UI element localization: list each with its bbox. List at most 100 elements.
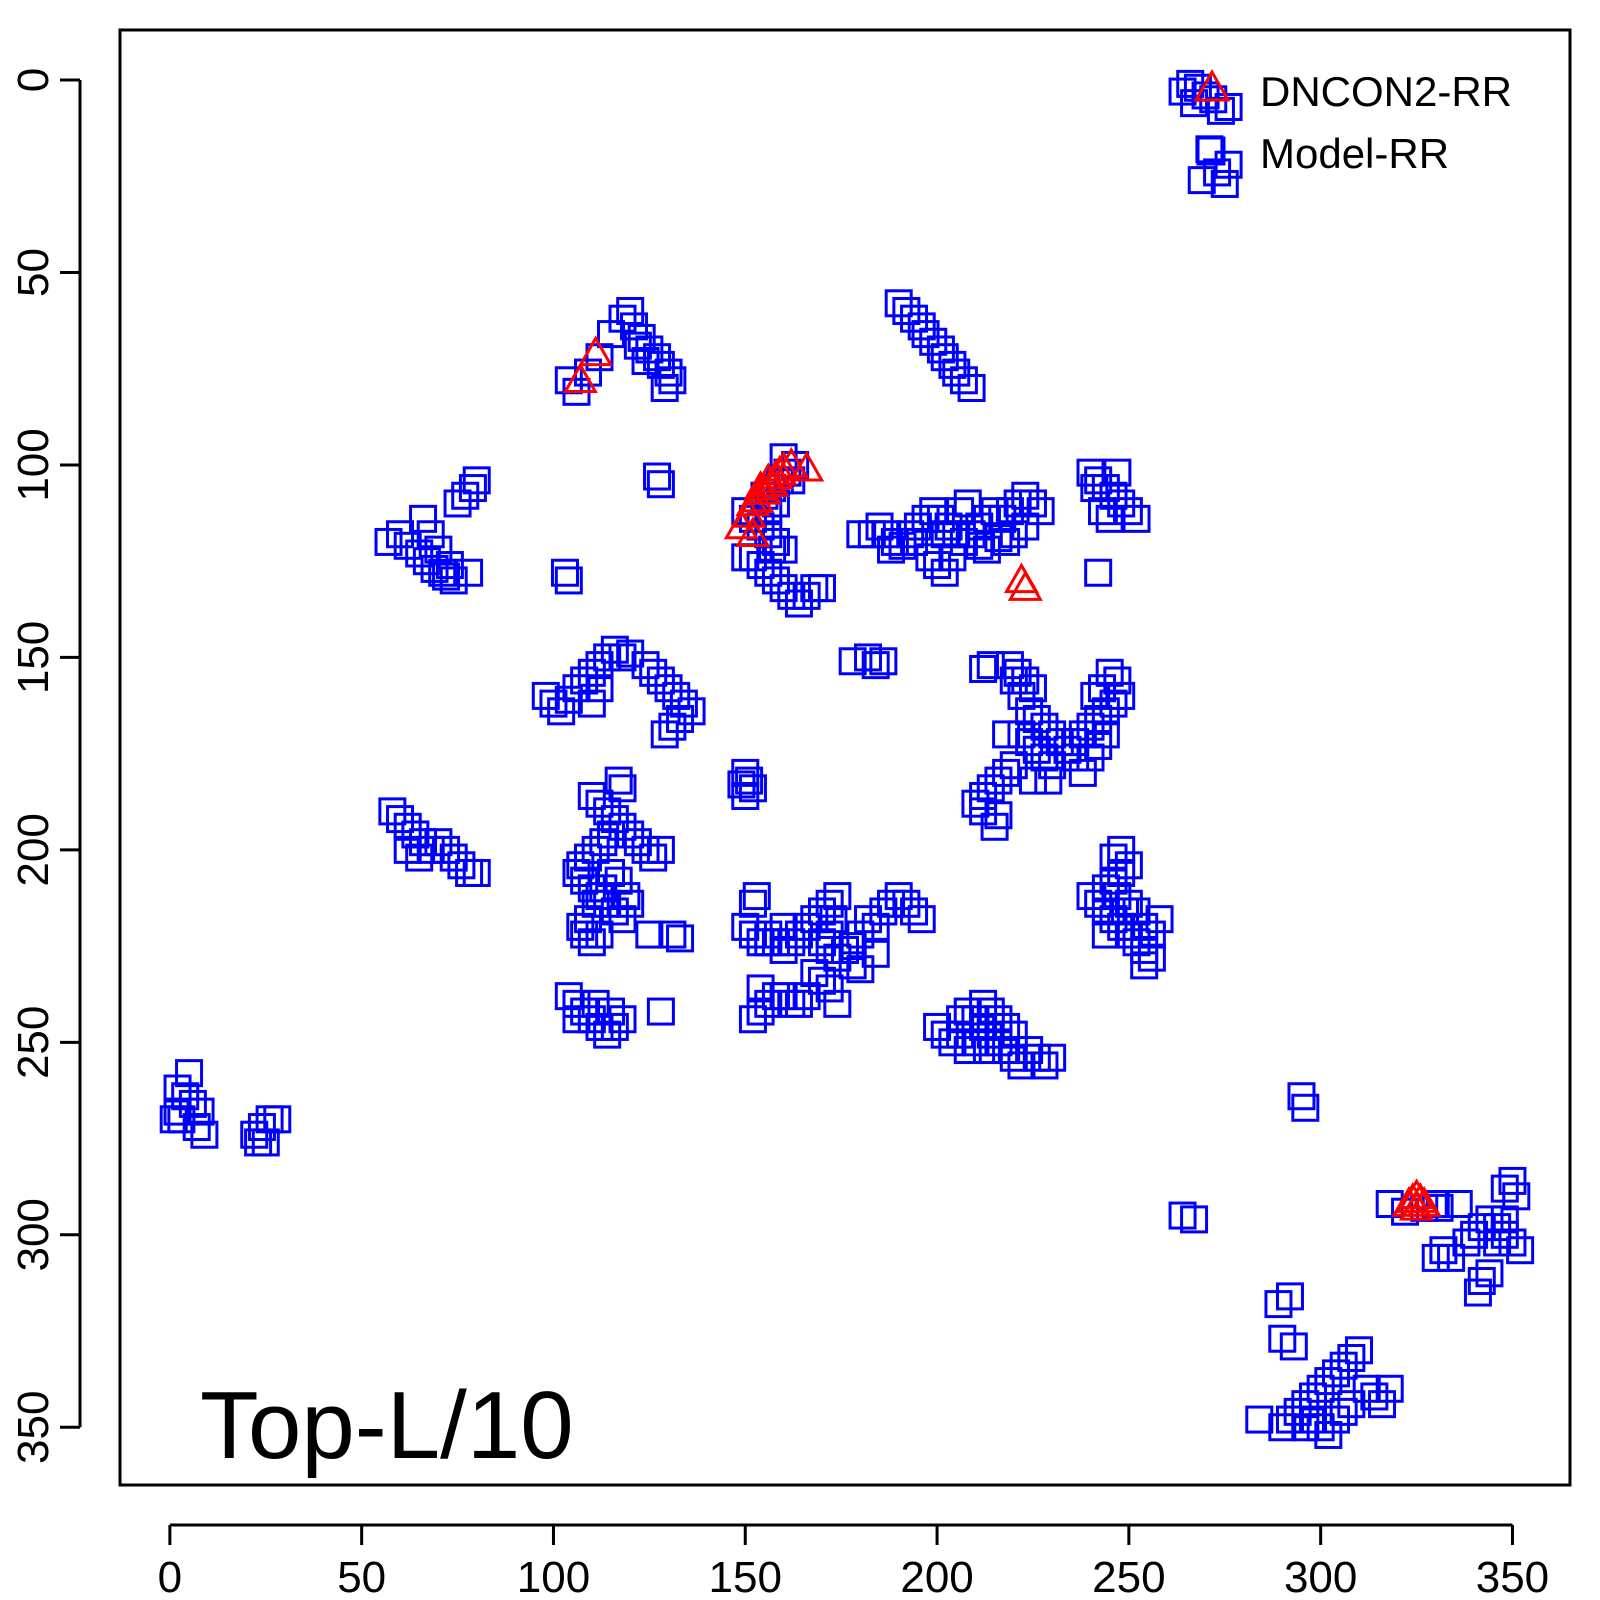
model-rr-point xyxy=(1103,882,1132,911)
model-rr-point xyxy=(1275,1282,1304,1311)
model-rr-point xyxy=(999,751,1028,780)
model-rr-point xyxy=(807,574,836,603)
model-rr-point xyxy=(409,828,438,857)
model-rr-point xyxy=(777,928,806,957)
model-rr-point xyxy=(424,828,453,857)
model-rr-point xyxy=(884,882,913,911)
model-rr-point xyxy=(800,905,829,934)
model-rr-point xyxy=(386,805,415,834)
x-tick-label: 200 xyxy=(900,1553,973,1600)
model-rr-point xyxy=(1214,92,1243,121)
model-rr-point xyxy=(1291,1390,1320,1419)
model-rr-point xyxy=(1068,758,1097,787)
model-rr-point xyxy=(1022,1043,1051,1072)
model-rr-point xyxy=(658,920,687,949)
model-rr-point xyxy=(600,1012,629,1041)
model-rr-point xyxy=(631,835,660,864)
model-rr-point xyxy=(462,858,491,887)
model-rr-point xyxy=(731,912,760,941)
model-rr-point xyxy=(769,574,798,603)
model-rr-point xyxy=(838,932,867,961)
model-rr-point xyxy=(1490,1174,1519,1203)
model-rr-point xyxy=(946,1020,975,1049)
model-rr-point xyxy=(1275,1405,1304,1434)
model-rr-point xyxy=(597,997,626,1026)
legend: DNCON2-RR Model-RR xyxy=(1193,68,1512,177)
x-tick-label: 300 xyxy=(1284,1553,1357,1600)
model-rr-point xyxy=(823,882,852,911)
model-rr-point xyxy=(869,897,898,926)
dncon2-rr-point xyxy=(789,450,825,482)
model-rr-point xyxy=(1368,1390,1397,1419)
model-rr-point xyxy=(182,1113,211,1142)
model-rr-point xyxy=(900,527,929,556)
model-rr-point xyxy=(600,635,629,664)
model-rr-point xyxy=(1015,728,1044,757)
model-rr-point xyxy=(1114,920,1143,949)
model-rr-point xyxy=(1314,1420,1343,1449)
model-rr-point xyxy=(1091,720,1120,749)
model-rr-point xyxy=(1322,1359,1351,1388)
model-rr-point xyxy=(1352,1374,1381,1403)
model-rr-point xyxy=(458,474,487,503)
model-rr-point xyxy=(409,504,438,533)
model-rr-point xyxy=(892,296,921,325)
model-rr-point xyxy=(1291,1093,1320,1122)
model-rr-point xyxy=(896,520,925,549)
model-rr-point xyxy=(1022,735,1051,764)
model-rr-point xyxy=(938,1028,967,1057)
model-rr-point xyxy=(1099,843,1128,872)
model-rr-point xyxy=(969,797,998,826)
model-rr-point xyxy=(1145,905,1174,934)
model-rr-point xyxy=(1080,681,1109,710)
model-rr-point xyxy=(1084,705,1113,734)
model-rr-point xyxy=(581,835,610,864)
model-rr-point xyxy=(846,520,875,549)
model-rr-point xyxy=(1345,1336,1374,1365)
y-tick-label: 300 xyxy=(9,1198,58,1271)
dncon2-rr-points xyxy=(562,335,1442,1221)
y-tick-label: 350 xyxy=(9,1391,58,1464)
legend-label-dncon2: DNCON2-RR xyxy=(1260,68,1512,115)
model-rr-point xyxy=(1107,858,1136,887)
model-rr-point xyxy=(884,289,913,318)
model-rr-point xyxy=(1084,558,1113,587)
annotation-label: Top-L/10 xyxy=(200,1372,574,1479)
model-rr-point xyxy=(562,1005,591,1034)
model-rr-point xyxy=(639,843,668,872)
model-rr-point xyxy=(378,797,407,826)
model-rr-point xyxy=(976,1020,1005,1049)
model-rr-point xyxy=(761,566,790,595)
model-rr-point xyxy=(1038,1043,1067,1072)
model-rr-point xyxy=(1437,1243,1466,1272)
model-rr-point xyxy=(424,535,453,564)
model-rr-point xyxy=(777,581,806,610)
legend-marker-model xyxy=(1196,136,1226,166)
model-rr-point xyxy=(792,912,821,941)
model-rr-point xyxy=(831,935,859,964)
model-rr-point xyxy=(900,897,929,926)
model-rr-point xyxy=(738,1005,767,1034)
model-rr-point xyxy=(550,558,579,587)
model-rr-point xyxy=(1322,1405,1351,1434)
model-rr-point xyxy=(761,527,790,556)
dncon2-rr-point xyxy=(562,362,598,394)
model-rr-point xyxy=(190,1120,219,1149)
model-rr-point xyxy=(554,566,583,595)
model-rr-point xyxy=(593,643,622,672)
model-rr-point xyxy=(999,1020,1028,1049)
model-rr-point xyxy=(999,520,1028,549)
model-rr-point xyxy=(930,520,959,549)
model-rr-point xyxy=(800,959,829,988)
model-rr-point xyxy=(650,373,679,402)
model-rr-point xyxy=(1026,497,1055,526)
model-rr-point xyxy=(401,820,430,849)
model-rr-point xyxy=(646,470,675,499)
model-rr-point xyxy=(1375,1374,1404,1403)
model-rr-point xyxy=(1444,1190,1473,1219)
model-rr-point xyxy=(597,858,626,887)
model-rr-point xyxy=(761,982,790,1011)
model-rr-point xyxy=(1291,1413,1320,1442)
model-rr-point xyxy=(953,997,982,1026)
x-tick-label: 350 xyxy=(1476,1553,1549,1600)
